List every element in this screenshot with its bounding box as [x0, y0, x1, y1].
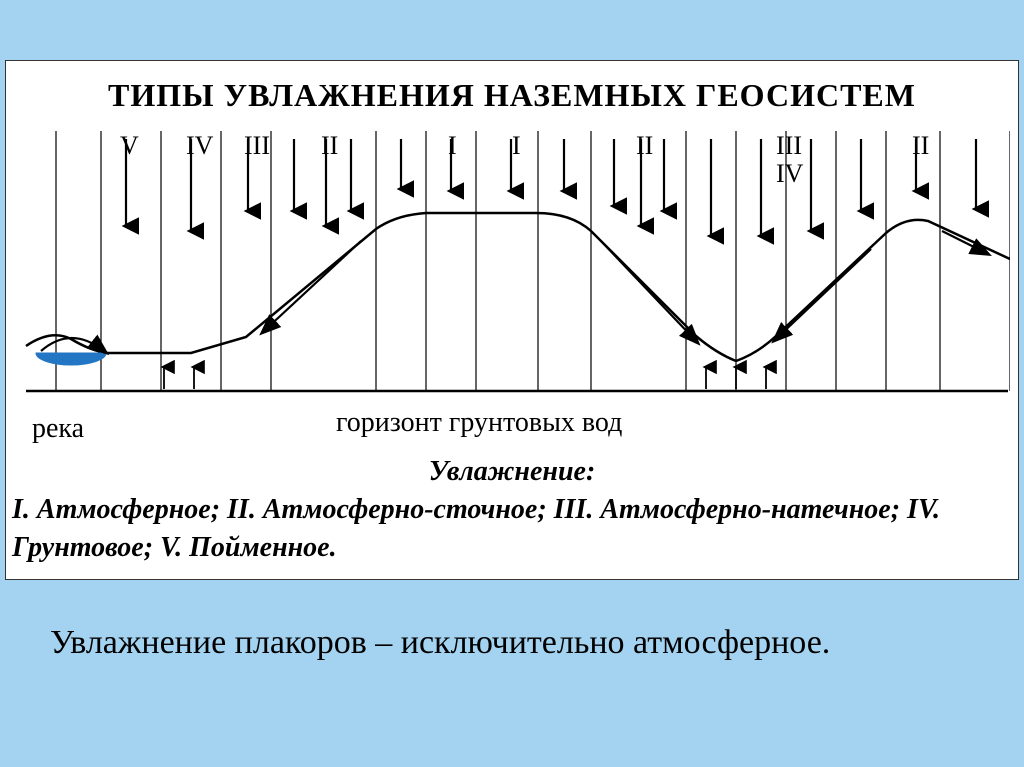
zone-label: IV: [186, 131, 213, 161]
zone-label: I: [448, 131, 457, 161]
zone-label: V: [120, 131, 139, 161]
river-label: река: [32, 413, 84, 445]
legend-body: I. Атмосферное; II. Атмосферно-сточное; …: [12, 491, 1012, 567]
zone-label: II: [912, 131, 929, 161]
legend-title: Увлажнение:: [6, 456, 1018, 488]
zone-label: II: [321, 131, 338, 161]
diagram-svg-wrap: VIVIIIIIIIIIIIIIVII: [16, 131, 1010, 411]
diagram-title: ТИПЫ УВЛАЖНЕНИЯ НАЗЕМНЫХ ГЕОСИСТЕМ: [6, 77, 1018, 114]
zone-label: II: [636, 131, 653, 161]
groundwater-label: горизонт грунтовых вод: [336, 407, 622, 439]
zone-label: III: [776, 131, 802, 161]
terrain-diagram: [16, 131, 1010, 411]
slide-page: ТИПЫ УВЛАЖНЕНИЯ НАЗЕМНЫХ ГЕОСИСТЕМ VIVII…: [0, 0, 1024, 767]
diagram-panel: ТИПЫ УВЛАЖНЕНИЯ НАЗЕМНЫХ ГЕОСИСТЕМ VIVII…: [5, 60, 1019, 580]
slide-caption: Увлажнение плакоров – исключительно атмо…: [50, 620, 974, 666]
zone-label: IV: [776, 159, 803, 189]
zone-label: I: [512, 131, 521, 161]
zone-label: III: [244, 131, 270, 161]
